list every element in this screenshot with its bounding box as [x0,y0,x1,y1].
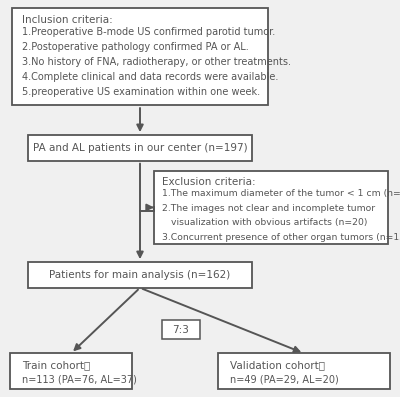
Text: n=49 (PA=29, AL=20): n=49 (PA=29, AL=20) [230,374,339,384]
Text: 2.The images not clear and incomplete tumor: 2.The images not clear and incomplete tu… [162,204,375,213]
Text: 4.Complete clinical and data records were available.: 4.Complete clinical and data records wer… [22,72,278,82]
Text: visualization with obvious artifacts (n=20): visualization with obvious artifacts (n=… [162,218,367,227]
FancyBboxPatch shape [162,320,200,339]
Text: Exclusion criteria:: Exclusion criteria: [162,177,256,187]
Text: PA and AL patients in our center (n=197): PA and AL patients in our center (n=197) [33,143,247,153]
FancyBboxPatch shape [154,171,388,244]
Text: 1.Preoperative B-mode US confirmed parotid tumor.: 1.Preoperative B-mode US confirmed parot… [22,27,275,37]
FancyBboxPatch shape [12,8,268,105]
FancyBboxPatch shape [28,135,252,161]
Text: 2.Postoperative pathology confirmed PA or AL.: 2.Postoperative pathology confirmed PA o… [22,42,249,52]
Text: 3.Concurrent presence of other organ tumors (n=12): 3.Concurrent presence of other organ tum… [162,233,400,242]
FancyBboxPatch shape [28,262,252,288]
Text: 7:3: 7:3 [172,325,190,335]
Text: 3.No history of FNA, radiotherapy, or other treatments.: 3.No history of FNA, radiotherapy, or ot… [22,57,291,67]
Text: n=113 (PA=76, AL=37): n=113 (PA=76, AL=37) [22,374,137,384]
Text: Train cohort：: Train cohort： [22,360,90,370]
Text: 1.The maximum diameter of the tumor < 1 cm (n=3): 1.The maximum diameter of the tumor < 1 … [162,189,400,198]
Text: Patients for main analysis (n=162): Patients for main analysis (n=162) [49,270,231,280]
Text: Validation cohort：: Validation cohort： [230,360,325,370]
Text: 5.preoperative US examination within one week.: 5.preoperative US examination within one… [22,87,260,97]
Text: Inclusion criteria:: Inclusion criteria: [22,15,113,25]
FancyBboxPatch shape [10,353,132,389]
FancyBboxPatch shape [218,353,390,389]
